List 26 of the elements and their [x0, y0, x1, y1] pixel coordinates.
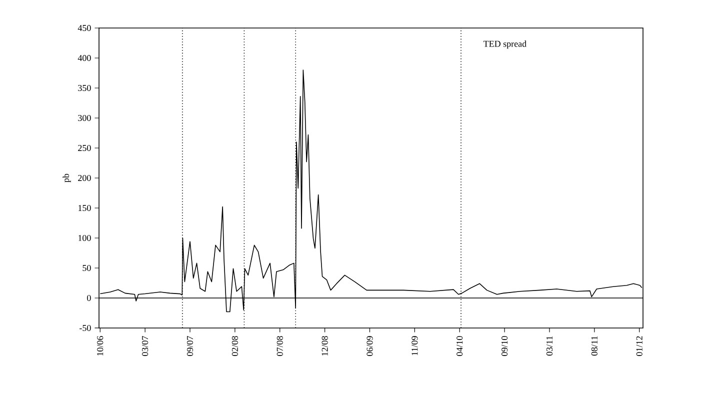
- x-tick-label: 09/07: [186, 336, 194, 356]
- y-tick-label: 400: [78, 54, 91, 62]
- y-tick-label: 300: [78, 114, 91, 122]
- x-tick-label: 02/08: [232, 336, 238, 356]
- y-tick-label: 450: [78, 24, 91, 32]
- x-tick-label: 10/06: [97, 336, 104, 356]
- y-tick-label: 200: [78, 174, 91, 182]
- x-tick-label: 01/12: [636, 336, 642, 356]
- x-tick-label: 03/07: [142, 336, 148, 356]
- y-tick-label: 150: [78, 204, 91, 212]
- y-tick-label: 50: [82, 264, 91, 272]
- x-tick-label: 06/09: [366, 336, 373, 356]
- y-axis-title: pb: [62, 174, 71, 182]
- y-tick-label: 350: [78, 84, 91, 92]
- x-tick-label: 11/09: [412, 336, 418, 356]
- y-tick-label: -50: [80, 324, 91, 332]
- x-tick-label: 09/10: [502, 336, 508, 356]
- y-tick-label: 0: [87, 294, 91, 302]
- x-tick-label: 04/10: [456, 336, 463, 356]
- x-tick-label: 08/11: [591, 336, 598, 356]
- annotation: TED spread: [483, 40, 526, 49]
- y-tick-label: 100: [78, 234, 91, 242]
- x-tick-label: 12/08: [322, 336, 328, 356]
- x-tick-label: 03/11: [546, 336, 553, 356]
- y-tick-label: 250: [78, 144, 91, 152]
- x-tick-label: 07/08: [276, 336, 283, 356]
